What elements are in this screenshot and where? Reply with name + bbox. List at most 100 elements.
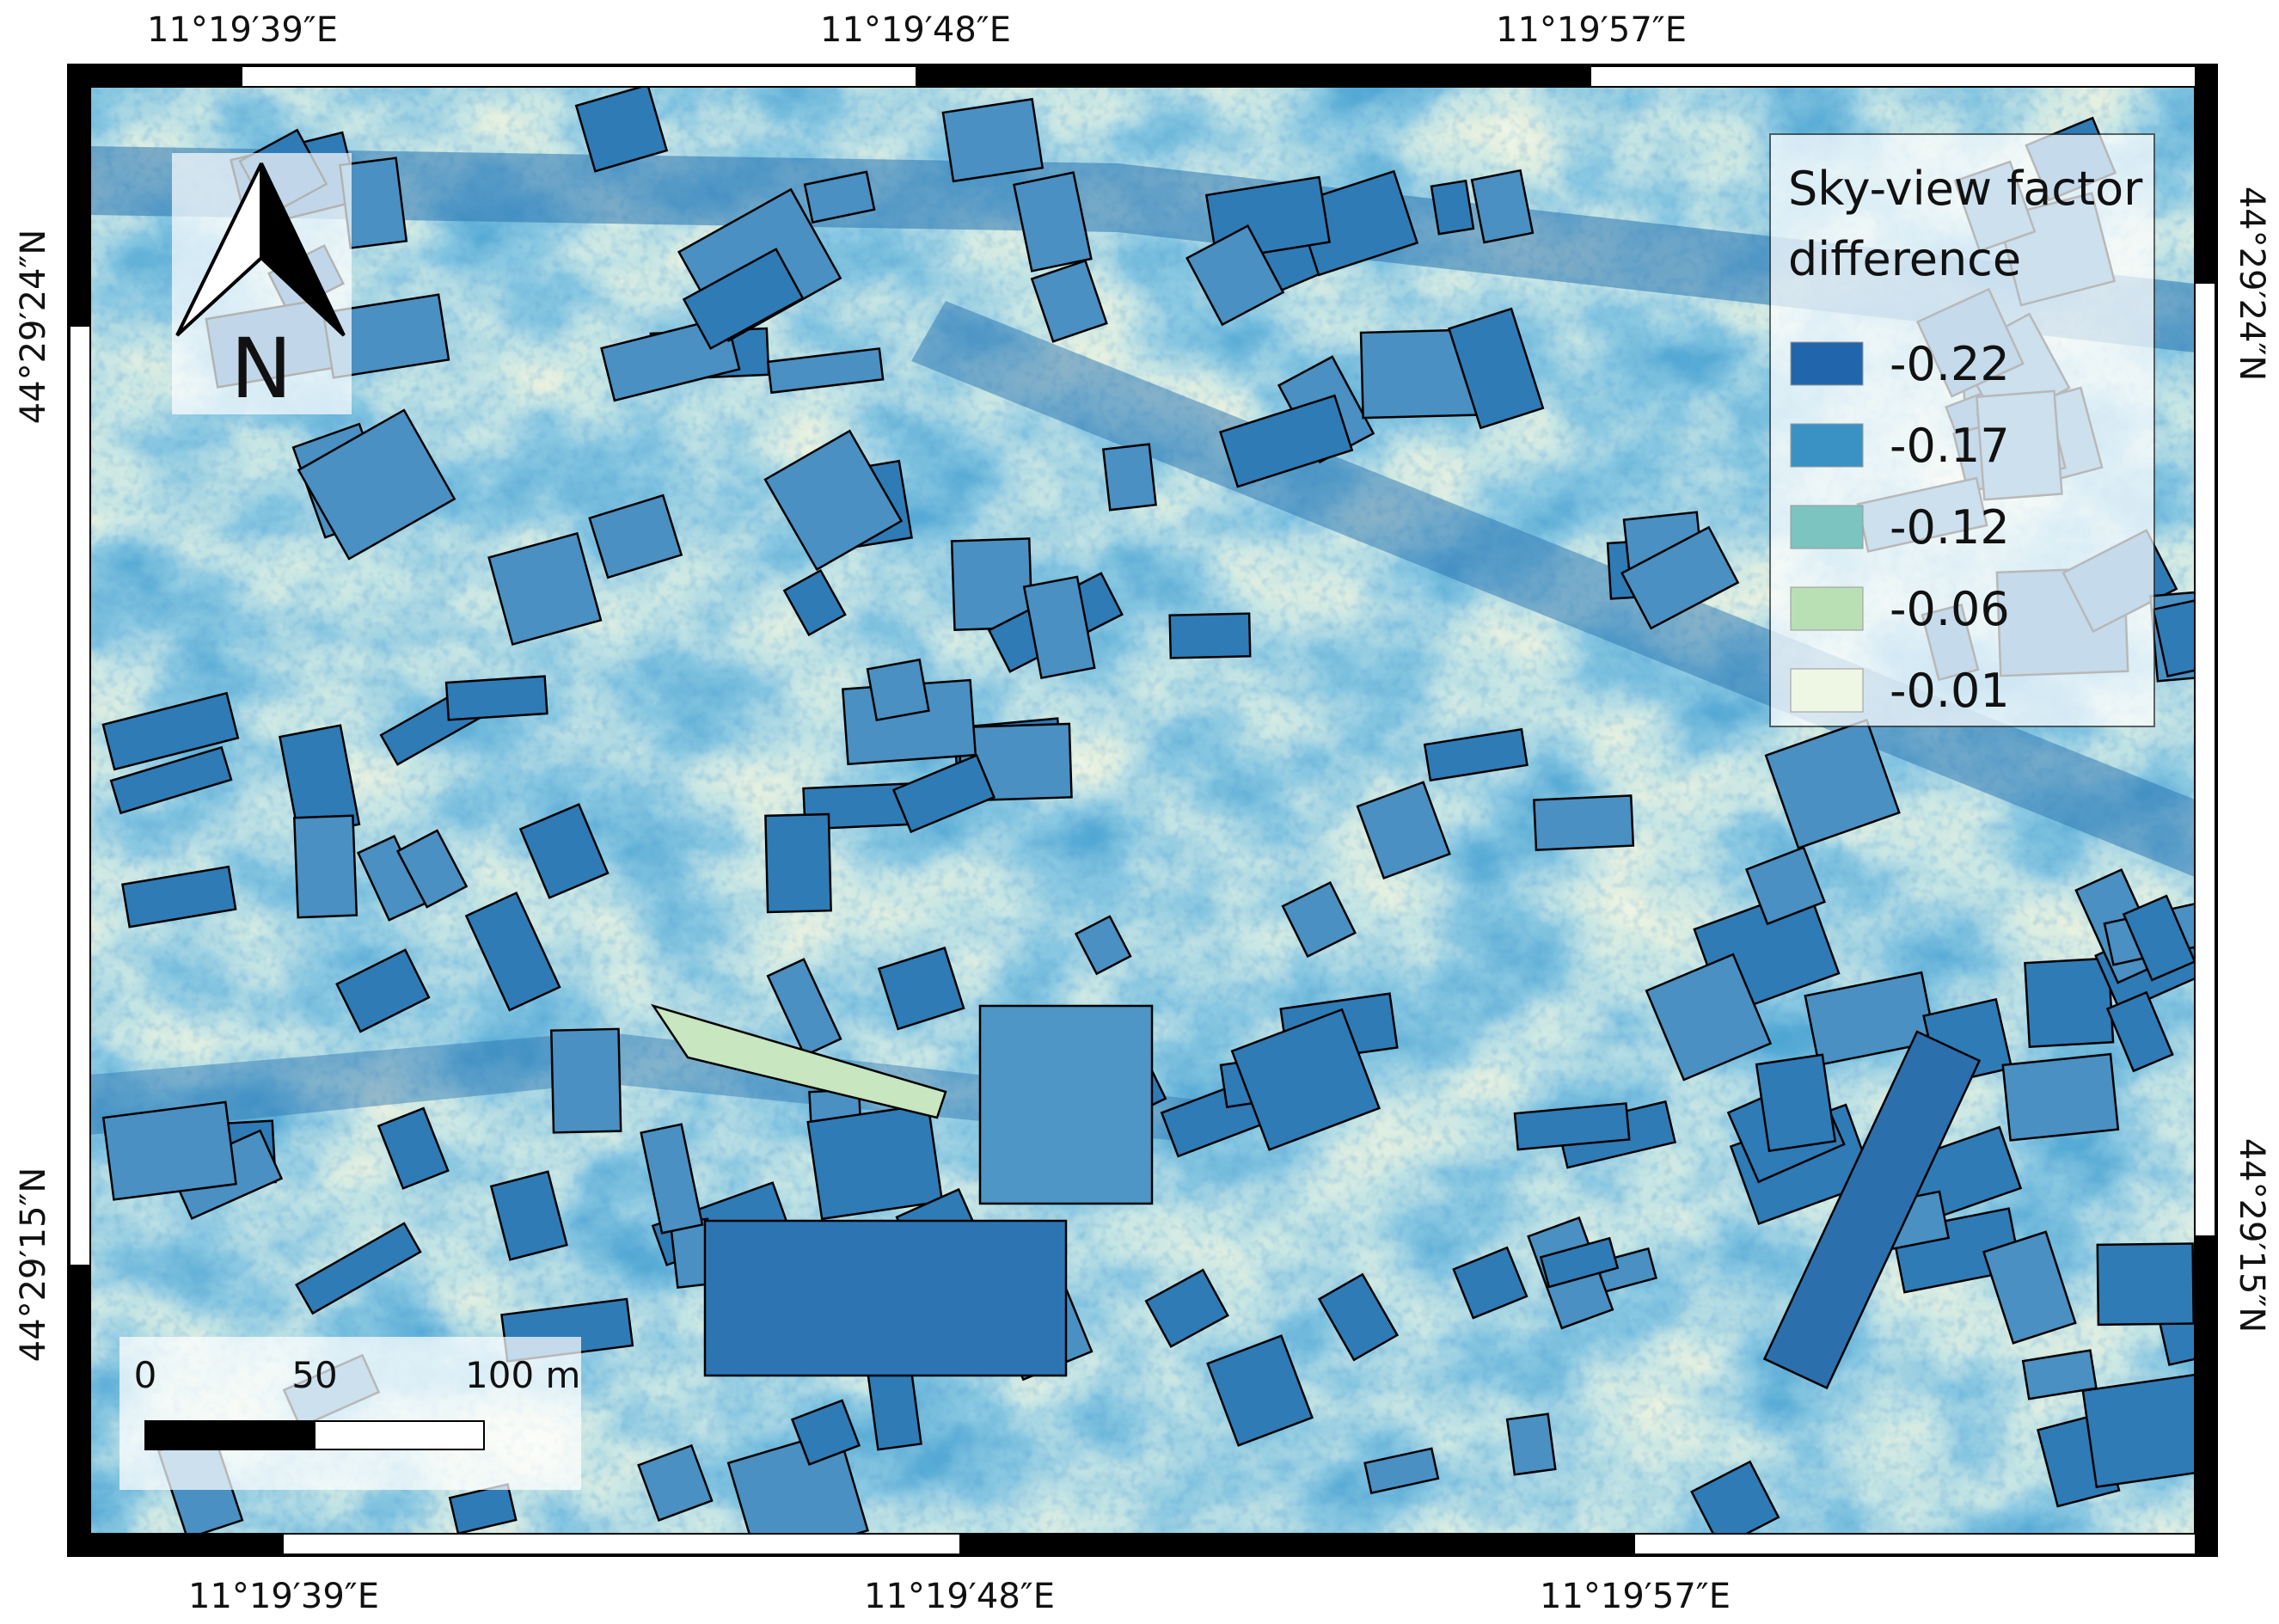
building bbox=[295, 1222, 422, 1315]
scale-segment bbox=[144, 1420, 316, 1450]
building bbox=[806, 1103, 944, 1221]
legend-label: -0.12 bbox=[1890, 500, 2010, 555]
building bbox=[444, 675, 548, 721]
scale-label: 100 m bbox=[465, 1354, 580, 1396]
frame-segment bbox=[959, 1534, 1635, 1555]
building bbox=[978, 1004, 1154, 1205]
coord-label: 11°19′39″E bbox=[147, 10, 338, 50]
building bbox=[395, 829, 469, 909]
building bbox=[1505, 1413, 1557, 1476]
north-arrow: N bbox=[172, 153, 352, 417]
building bbox=[335, 948, 431, 1033]
building bbox=[1764, 718, 1901, 850]
scale-label: 0 bbox=[134, 1354, 157, 1396]
frame-segment bbox=[69, 1534, 284, 1555]
frame-segment bbox=[69, 1265, 90, 1555]
frame-segment bbox=[69, 65, 242, 87]
coord-label: 11°19′39″E bbox=[188, 1577, 379, 1616]
building bbox=[588, 493, 683, 579]
building bbox=[377, 1106, 450, 1190]
building bbox=[2122, 894, 2195, 982]
coord-label: 44°29′24″N bbox=[2232, 187, 2271, 382]
coord-label: 11°19′57″E bbox=[1540, 1577, 1731, 1616]
building bbox=[703, 1219, 1068, 1377]
building bbox=[682, 248, 805, 351]
building bbox=[121, 865, 237, 928]
building bbox=[651, 1003, 947, 1119]
street bbox=[90, 146, 2195, 352]
building bbox=[1620, 525, 1740, 630]
building bbox=[637, 1443, 714, 1522]
building bbox=[1168, 612, 1252, 659]
building bbox=[1074, 915, 1132, 976]
scale-bar: 0 50 100 m bbox=[119, 1337, 581, 1490]
building bbox=[297, 408, 456, 561]
legend-title: difference bbox=[1788, 232, 2021, 286]
building bbox=[1755, 1053, 1837, 1153]
coord-label: 44°29′24″N bbox=[14, 230, 53, 425]
building bbox=[292, 814, 358, 919]
building bbox=[941, 97, 1045, 183]
building bbox=[574, 87, 669, 173]
building bbox=[1645, 953, 1773, 1082]
frame-segment bbox=[916, 65, 1591, 87]
arrow-right bbox=[260, 162, 346, 337]
building bbox=[877, 947, 965, 1031]
building bbox=[1447, 307, 1545, 430]
building bbox=[109, 745, 233, 815]
coord-label: 11°19′48″E bbox=[864, 1577, 1055, 1616]
building bbox=[1317, 1272, 1400, 1362]
building bbox=[790, 1399, 861, 1467]
building bbox=[487, 531, 603, 647]
frame-segment bbox=[2195, 1235, 2216, 1555]
building bbox=[891, 754, 996, 834]
building bbox=[1982, 1230, 2077, 1345]
building bbox=[464, 891, 561, 1012]
building bbox=[1452, 1246, 1529, 1320]
scale-label: 50 bbox=[291, 1354, 337, 1396]
legend-label: -0.17 bbox=[1890, 419, 2010, 473]
frame-segment bbox=[2195, 65, 2216, 284]
building bbox=[2081, 1372, 2195, 1488]
legend-title: Sky-view factor bbox=[1788, 162, 2143, 216]
building bbox=[1762, 1030, 1982, 1390]
building bbox=[1218, 394, 1354, 488]
building bbox=[489, 1170, 568, 1261]
building bbox=[766, 958, 842, 1057]
building bbox=[448, 1482, 518, 1534]
building bbox=[1539, 1236, 1620, 1289]
building bbox=[2001, 1052, 2120, 1142]
building bbox=[1744, 846, 1826, 926]
building bbox=[866, 658, 930, 722]
building bbox=[1690, 1460, 1780, 1534]
building bbox=[1423, 727, 1529, 782]
building bbox=[1533, 794, 1635, 851]
legend: Sky-view factor difference -0.22 -0.17 -0.… bbox=[1769, 133, 2155, 727]
building bbox=[101, 1100, 237, 1201]
legend-swatch bbox=[1790, 505, 1864, 549]
building bbox=[1030, 259, 1108, 343]
building bbox=[1513, 1102, 1631, 1151]
building bbox=[1363, 1447, 1440, 1495]
building bbox=[782, 568, 847, 637]
building bbox=[1013, 171, 1093, 273]
building bbox=[764, 812, 832, 914]
building bbox=[2096, 1242, 2195, 1327]
building bbox=[2024, 957, 2115, 1048]
building bbox=[1804, 971, 1937, 1067]
scale-bar-box bbox=[119, 1337, 581, 1490]
building bbox=[1185, 224, 1285, 327]
building bbox=[803, 170, 876, 224]
building bbox=[2105, 990, 2174, 1073]
coord-label: 11°19′57″E bbox=[1496, 10, 1687, 50]
building bbox=[1022, 575, 1096, 679]
north-label: N bbox=[230, 321, 292, 417]
building bbox=[763, 429, 904, 572]
building bbox=[1430, 179, 1475, 236]
frame bbox=[67, 64, 2218, 1557]
frame-segment bbox=[69, 65, 90, 327]
building bbox=[2021, 1349, 2098, 1400]
building bbox=[1206, 1334, 1314, 1447]
